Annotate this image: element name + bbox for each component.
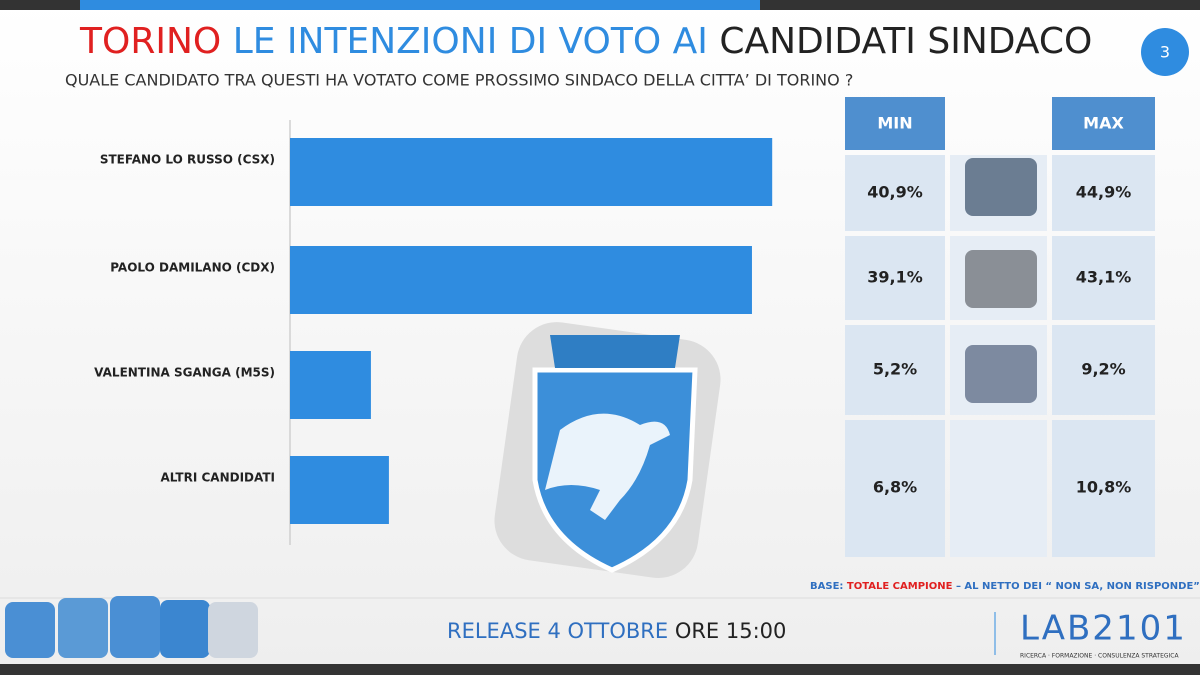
coat <box>58 598 108 658</box>
page-badge <box>1141 28 1189 76</box>
value-cell <box>1052 325 1155 415</box>
base-rest: – AL NETTO DEI “ NON SA, NON RISPONDE” <box>956 581 1200 592</box>
release-date: RELEASE 4 OTTOBRE <box>447 619 668 643</box>
value-cell <box>845 236 945 320</box>
crest <box>494 322 721 578</box>
release: RELEASE 4 OTTOBRE ORE 15:00 <box>447 619 786 643</box>
value-text: 43,1% <box>1076 268 1132 287</box>
coat <box>110 596 160 658</box>
subtitle: QUALE CANDIDATO TRA QUESTI HA VOTATO COM… <box>65 71 853 90</box>
title: TORINO LE INTENZIONI DI VOTO AI CANDIDAT… <box>79 21 1092 62</box>
base-note: BASE: TOTALE CAMPIONE – AL NETTO DEI “ N… <box>810 581 1200 592</box>
value-text: 5,2% <box>873 360 917 379</box>
header-cell <box>845 97 945 150</box>
base-sample: TOTALE CAMPIONE <box>847 581 953 592</box>
logo-tagline: RICERCA · FORMAZIONE · CONSULENZA STRATE… <box>1020 653 1179 660</box>
category-label: STEFANO LO RUSSO (CSX) <box>100 153 275 167</box>
value-cell <box>1052 236 1155 320</box>
photo <box>965 345 1037 403</box>
value-text: 44,9% <box>1076 183 1132 202</box>
value-text: 10,8% <box>1076 478 1132 497</box>
photos <box>965 158 1037 403</box>
bar <box>290 351 371 419</box>
crest-bull <box>545 413 670 520</box>
title-end: CANDIDATI SINDACO <box>719 21 1092 62</box>
photo <box>965 158 1037 216</box>
header-cell <box>1052 97 1155 150</box>
category-label: PAOLO DAMILANO (CDX) <box>110 261 275 275</box>
bar <box>290 456 389 524</box>
header-label: MAX <box>1083 114 1124 133</box>
header-label: MIN <box>877 114 912 133</box>
photo <box>965 250 1037 308</box>
value-text: 40,9% <box>867 183 923 202</box>
bar <box>290 138 773 206</box>
coat <box>160 600 210 658</box>
coat <box>208 602 258 658</box>
value-text: 39,1% <box>867 268 923 287</box>
value-text: 6,8% <box>873 478 917 497</box>
value-cell <box>1052 420 1155 557</box>
release-time: ORE 15:00 <box>675 619 787 643</box>
page-number: 3 <box>1160 43 1170 62</box>
title-middle: LE INTENZIONI DI VOTO AI <box>233 21 708 62</box>
crest-crown <box>550 335 680 368</box>
top-accent <box>80 0 760 10</box>
middle-cell <box>950 420 1047 557</box>
base-label: BASE: <box>810 581 843 592</box>
coat <box>5 602 55 658</box>
bottom-band <box>0 664 1200 675</box>
title-city: TORINO <box>79 21 221 62</box>
category-label: VALENTINA SGANGA (M5S) <box>94 366 275 380</box>
value-cell <box>1052 155 1155 231</box>
category-label: ALTRI CANDIDATI <box>160 471 275 485</box>
logo: LAB2101 <box>1020 609 1187 649</box>
value-cell <box>845 420 945 557</box>
value-cell <box>845 155 945 231</box>
bar <box>290 246 752 314</box>
coats-of-arms <box>5 596 258 658</box>
value-text: 9,2% <box>1081 360 1125 379</box>
value-cell <box>845 325 945 415</box>
